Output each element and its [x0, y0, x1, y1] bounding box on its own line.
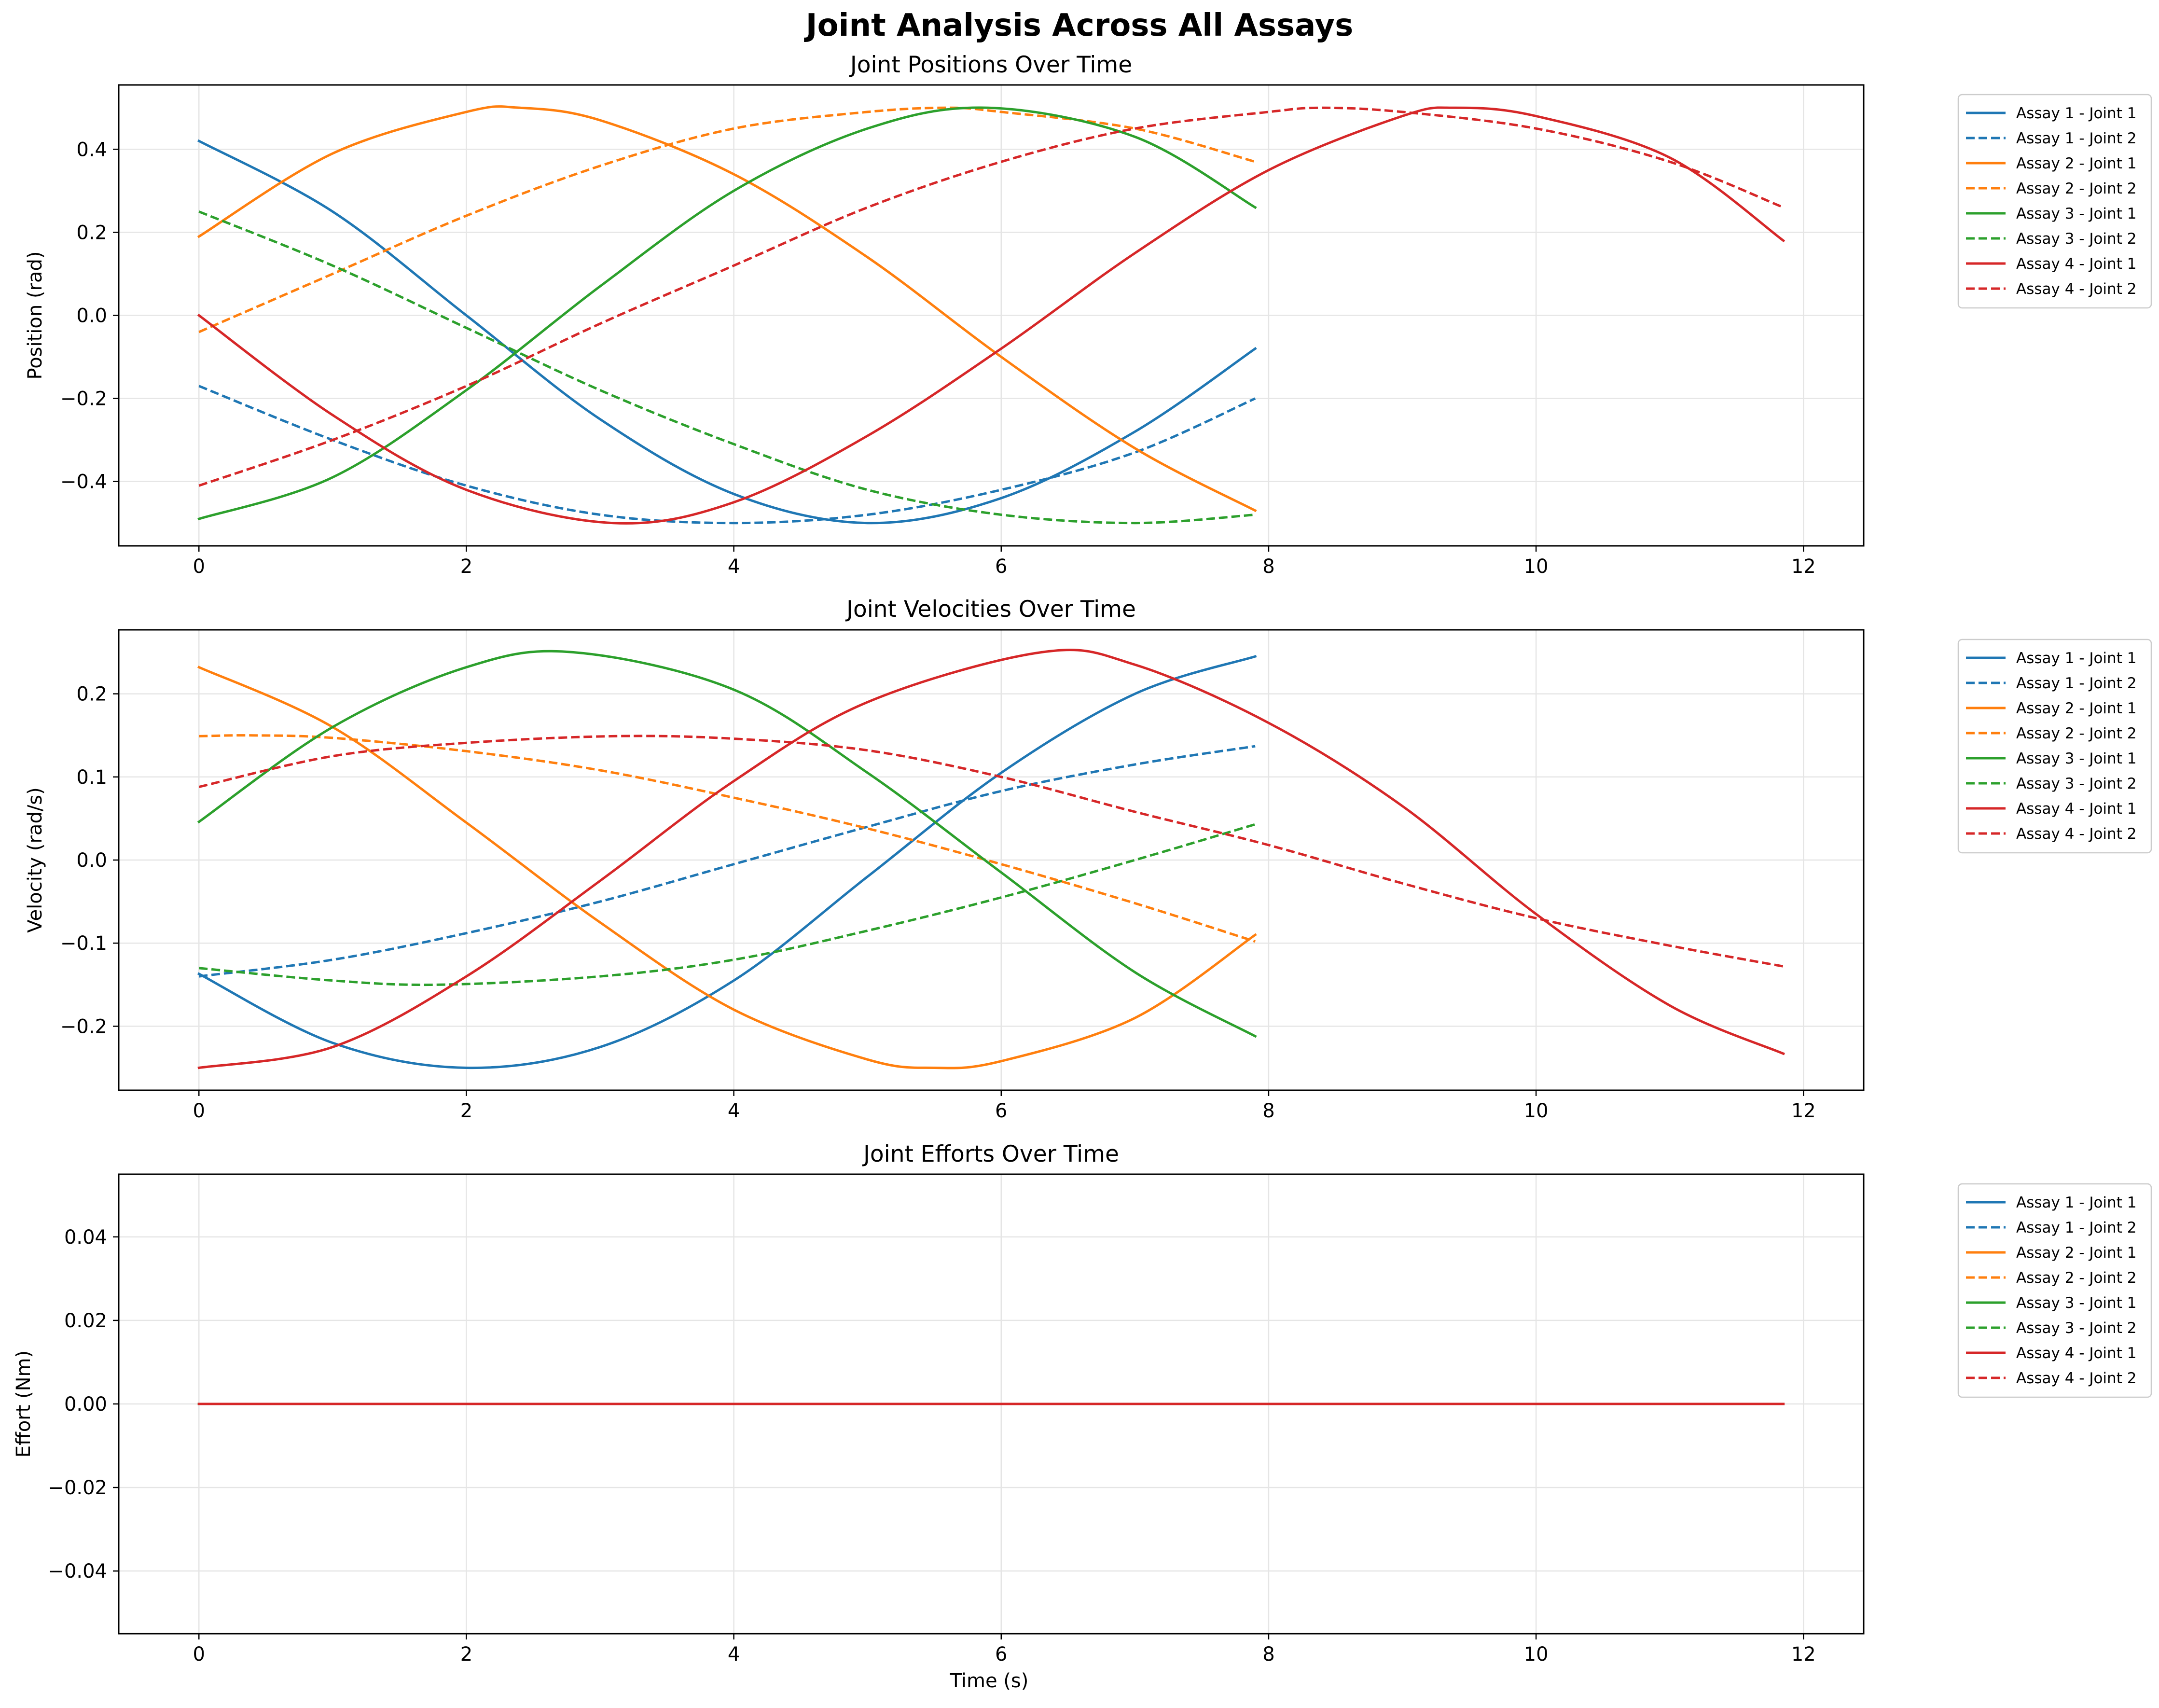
x-tick-label: 6 [995, 555, 1007, 578]
chart-title: Joint Velocities Over Time [845, 596, 1136, 623]
legend-label: Assay 2 - Joint 2 [2016, 1269, 2136, 1287]
legend-label: Assay 3 - Joint 1 [2016, 1294, 2136, 1312]
y-axis-label: Velocity (rad/s) [24, 787, 46, 933]
legend-label: Assay 2 - Joint 1 [2016, 700, 2136, 717]
legend-label: Assay 4 - Joint 1 [2016, 1345, 2136, 1362]
series-line-7 [197, 106, 1785, 525]
panels: Joint Positions Over Time 0 2 4 6 8 10 12 −0.4 −0… [13, 52, 2152, 1666]
y-tick-label: 0.1 [76, 766, 107, 789]
series-line-3 [197, 666, 1257, 1069]
y-tick-label: 0.0 [76, 305, 107, 327]
legend-label: Assay 2 - Joint 2 [2016, 725, 2136, 742]
x-tick-label: 0 [193, 1100, 205, 1122]
legend-label: Assay 1 - Joint 2 [2016, 130, 2136, 147]
series-line-1 [197, 654, 1257, 1069]
series-line-2 [198, 385, 1256, 525]
legend: Assay 1 - Joint 1 Assay 1 - Joint 2 Assay … [1957, 1183, 2152, 1398]
x-tick-label: 2 [460, 555, 472, 578]
legend-label: Assay 1 - Joint 2 [2016, 1219, 2136, 1236]
legend-label: Assay 2 - Joint 2 [2016, 180, 2136, 197]
chart-panel-1: Joint Positions Over Time 0 2 4 6 8 10 12 −0.4 −0… [24, 52, 2152, 578]
legend-box [1957, 1183, 2152, 1398]
legend-label: Assay 3 - Joint 2 [2016, 1319, 2136, 1337]
x-tick-label: 10 [1524, 1643, 1549, 1666]
x-tick-label: 2 [460, 1100, 472, 1122]
series-group [197, 649, 1785, 1069]
x-tick-label: 0 [193, 1643, 205, 1666]
y-tick-label: −0.04 [48, 1560, 107, 1583]
y-tick-label: 0.00 [64, 1393, 107, 1416]
y-tick-label: 0.2 [76, 222, 107, 244]
legend-label: Assay 4 - Joint 2 [2016, 825, 2136, 843]
legend-label: Assay 3 - Joint 1 [2016, 205, 2136, 222]
series-line-2 [198, 745, 1256, 978]
y-tick-label: −0.02 [48, 1477, 107, 1499]
chart-panel-3: Joint Efforts Over Time 0 2 4 6 8 10 12 −0.04 −0.… [13, 1141, 2152, 1666]
x-tick-label: 8 [1262, 555, 1274, 578]
x-tick-label: 4 [728, 1643, 740, 1666]
x-tick-label: 6 [995, 1643, 1007, 1666]
legend-label: Assay 3 - Joint 2 [2016, 775, 2136, 792]
legend-label: Assay 3 - Joint 1 [2016, 750, 2136, 767]
series-group [197, 105, 1785, 525]
x-tick-label: 12 [1791, 1643, 1816, 1666]
series-line-3 [197, 105, 1257, 513]
x-tick-label: 8 [1262, 1643, 1274, 1666]
chart-panel-2: Joint Velocities Over Time 0 2 4 6 8 10 12 −0.2 −… [24, 596, 2152, 1122]
legend-label: Assay 2 - Joint 1 [2016, 1244, 2136, 1262]
legend: Assay 1 - Joint 1 Assay 1 - Joint 2 Assay … [1957, 94, 2152, 309]
x-tick-label: 2 [460, 1643, 472, 1666]
x-tick-label: 6 [995, 1100, 1007, 1122]
y-tick-label: 0.04 [64, 1226, 107, 1249]
x-axis-label: Time (s) [950, 1670, 1029, 1692]
y-tick-label: 0.0 [76, 849, 107, 872]
series-line-6 [198, 210, 1256, 525]
y-tick-label: 0.2 [76, 683, 107, 706]
y-axis-label: Effort (Nm) [13, 1350, 35, 1458]
x-tick-label: 12 [1791, 1100, 1816, 1122]
legend: Assay 1 - Joint 1 Assay 1 - Joint 2 Assay … [1957, 639, 2152, 854]
chart-title: Joint Efforts Over Time [862, 1141, 1119, 1167]
y-tick-label: −0.1 [60, 932, 107, 955]
legend-label: Assay 2 - Joint 1 [2016, 155, 2136, 172]
y-tick-label: −0.2 [60, 1015, 107, 1038]
series-line-4 [198, 106, 1256, 333]
figure-title: Joint Analysis Across All Assays [804, 8, 1353, 43]
y-tick-label: −0.4 [60, 471, 107, 493]
y-tick-label: 0.02 [64, 1310, 107, 1332]
legend-label: Assay 4 - Joint 2 [2016, 280, 2136, 298]
legend-label: Assay 3 - Joint 2 [2016, 230, 2136, 248]
series-line-6 [199, 823, 1256, 986]
series-line-8 [198, 106, 1784, 487]
series-line-5 [197, 650, 1257, 1038]
x-tick-label: 4 [728, 1100, 740, 1122]
legend-label: Assay 1 - Joint 1 [2016, 650, 2136, 667]
legend-label: Assay 1 - Joint 2 [2016, 675, 2136, 692]
legend-label: Assay 4 - Joint 1 [2016, 800, 2136, 818]
series-line-4 [199, 734, 1256, 943]
legend-label: Assay 4 - Joint 1 [2016, 255, 2136, 273]
series-line-7 [197, 649, 1785, 1069]
chart-title: Joint Positions Over Time [849, 52, 1132, 78]
legend-box [1957, 94, 2152, 309]
x-tick-label: 0 [193, 555, 205, 578]
x-tick-label: 10 [1524, 555, 1549, 578]
legend-label: Assay 1 - Joint 1 [2016, 1194, 2136, 1211]
x-tick-label: 10 [1524, 1100, 1549, 1122]
series-line-5 [197, 106, 1257, 521]
legend-label: Assay 4 - Joint 2 [2016, 1370, 2136, 1387]
legend-label: Assay 1 - Joint 1 [2016, 105, 2136, 122]
y-tick-label: −0.2 [60, 388, 107, 410]
series-line-8 [198, 735, 1784, 968]
x-tick-label: 8 [1262, 1100, 1274, 1122]
y-axis-label: Position (rad) [24, 251, 46, 379]
legend-box [1957, 639, 2152, 854]
y-tick-label: 0.4 [76, 139, 107, 161]
x-tick-label: 4 [728, 555, 740, 578]
series-line-1 [197, 139, 1257, 525]
x-tick-label: 12 [1791, 555, 1816, 578]
